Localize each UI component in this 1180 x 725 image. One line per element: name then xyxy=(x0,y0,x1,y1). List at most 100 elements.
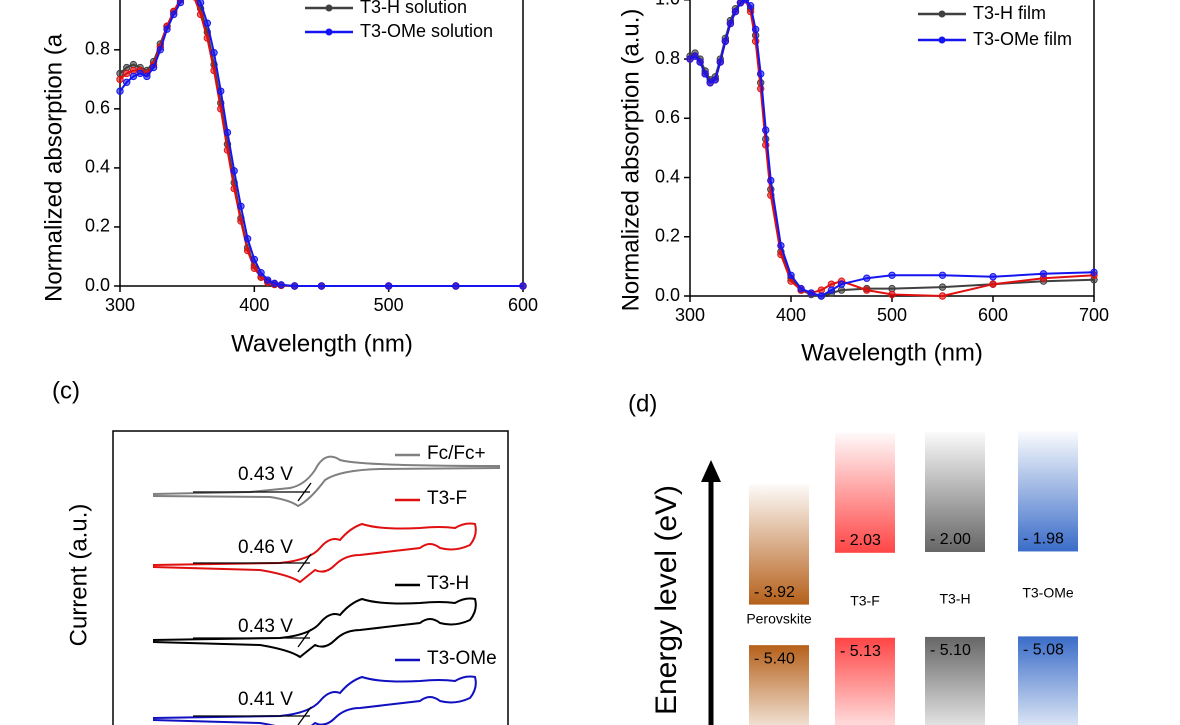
legend-marker xyxy=(325,4,333,12)
data-point xyxy=(384,282,393,290)
data-point xyxy=(787,271,795,279)
homo-bar xyxy=(1018,636,1078,725)
data-point xyxy=(721,37,730,45)
onset-tangent xyxy=(297,482,312,502)
data-point xyxy=(149,63,158,72)
data-point xyxy=(989,273,997,281)
plot-area: 300 400 500 600 0.0 0.2 0.4 0.6 0.8 Wavelength (n… xyxy=(40,0,538,357)
data-point xyxy=(726,19,735,28)
data-point xyxy=(888,271,896,279)
legend-label: Fc/Fc+ xyxy=(427,443,486,464)
legend-label: T3-F xyxy=(427,488,467,509)
value-label: - 5.40 xyxy=(754,650,795,667)
x-tick-label: 600 xyxy=(978,305,1008,325)
y-tick-label: 0.2 xyxy=(655,226,680,246)
y-tick-label: 0.0 xyxy=(655,285,680,305)
x-tick-label: 300 xyxy=(105,295,135,315)
legend-label: T3-OMe solution xyxy=(360,21,493,41)
panel-label: (c) xyxy=(52,377,80,404)
y-tick-label: 0.8 xyxy=(85,39,110,59)
y-tick-label: 0.8 xyxy=(655,48,680,68)
data-point xyxy=(257,269,265,277)
data-point xyxy=(762,126,770,134)
x-tick-label: 500 xyxy=(877,305,907,325)
data-point xyxy=(277,281,285,289)
onset-tangent xyxy=(297,553,312,573)
x-tick-label: 400 xyxy=(239,295,269,315)
x-tick-label: 500 xyxy=(374,295,404,315)
data-point xyxy=(938,283,947,291)
y-tick-label: 0.4 xyxy=(85,157,110,177)
panel-label: (d) xyxy=(628,390,657,417)
data-point xyxy=(837,280,846,288)
data-point xyxy=(1090,268,1098,277)
lumo-bar xyxy=(1018,431,1078,552)
energy-arrow-head xyxy=(701,460,721,482)
legend-label: T3-H xyxy=(427,573,469,594)
data-point xyxy=(938,292,947,300)
onset-label: 0.46 V xyxy=(238,537,293,558)
data-point xyxy=(250,264,259,272)
data-point xyxy=(317,282,326,290)
plot-frame xyxy=(112,430,509,725)
y-tick-label: 0.2 xyxy=(85,216,110,236)
value-label: - 3.92 xyxy=(754,584,795,601)
data-point xyxy=(797,284,805,293)
value-label: - 2.03 xyxy=(840,532,881,549)
data-point xyxy=(264,276,272,284)
legend-label: T3-H film xyxy=(973,3,1046,23)
data-point xyxy=(156,46,165,54)
data-point xyxy=(116,75,124,84)
category-label: T3-OMe xyxy=(1022,585,1074,601)
y-axis-label: Energy level (eV) xyxy=(650,485,683,715)
data-point xyxy=(136,69,144,78)
lumo-bar xyxy=(835,432,895,553)
data-point xyxy=(290,282,299,290)
onset-label: 0.41 V xyxy=(238,689,293,710)
legend-label: T3-OMe xyxy=(427,648,497,669)
data-point xyxy=(807,289,815,297)
onset-tangent xyxy=(297,628,312,648)
data-point xyxy=(827,286,836,294)
data-point xyxy=(741,0,750,4)
cv-curve xyxy=(152,522,477,584)
y-axis-label: Current (a.u.) xyxy=(65,504,92,647)
data-point xyxy=(203,19,212,27)
data-point xyxy=(196,0,205,7)
data-point xyxy=(230,167,238,175)
y-tick-label: 0.0 xyxy=(85,275,110,295)
x-tick-label: 300 xyxy=(675,305,705,325)
x-tick-label: 600 xyxy=(508,295,538,315)
y-tick-label: 0.6 xyxy=(655,107,680,127)
data-point xyxy=(696,58,704,66)
y-tick-label: 1.0 xyxy=(655,0,680,9)
homo-bar xyxy=(749,645,809,725)
data-point xyxy=(123,78,131,86)
onset-label: 0.43 V xyxy=(238,616,293,637)
y-axis-label: Normalized absorption (a.u.) xyxy=(617,9,644,312)
data-point xyxy=(863,274,871,282)
data-point xyxy=(751,25,760,34)
x-axis-label: Wavelength (nm) xyxy=(801,339,983,366)
value-label: - 5.08 xyxy=(1023,642,1064,659)
value-label: - 2.00 xyxy=(930,531,971,548)
energy-panel: (d) Energy level (eV) - 3.92 - 5.40 Perovski… xyxy=(628,390,1078,725)
data-point xyxy=(519,282,527,290)
plot-area: 300 400 500 600 700 0.0 0.2 0.4 0.6 0.8 1.0 Wavelen… xyxy=(617,0,1109,366)
data-point xyxy=(143,72,151,81)
x-tick-label: 400 xyxy=(776,305,806,325)
data-point xyxy=(691,52,699,60)
onset-label: 0.43 V xyxy=(238,464,293,485)
legend-label: T3-H solution xyxy=(360,0,467,17)
data-point xyxy=(163,25,171,33)
data-point xyxy=(176,0,185,7)
legend-marker xyxy=(325,28,333,36)
data-point xyxy=(210,49,218,57)
cv-curve xyxy=(152,597,477,659)
onset-tangent xyxy=(297,706,312,725)
cv-curve xyxy=(152,675,477,725)
y-tick-label: 0.4 xyxy=(655,166,680,186)
data-point xyxy=(237,202,245,210)
data-point xyxy=(711,76,719,84)
